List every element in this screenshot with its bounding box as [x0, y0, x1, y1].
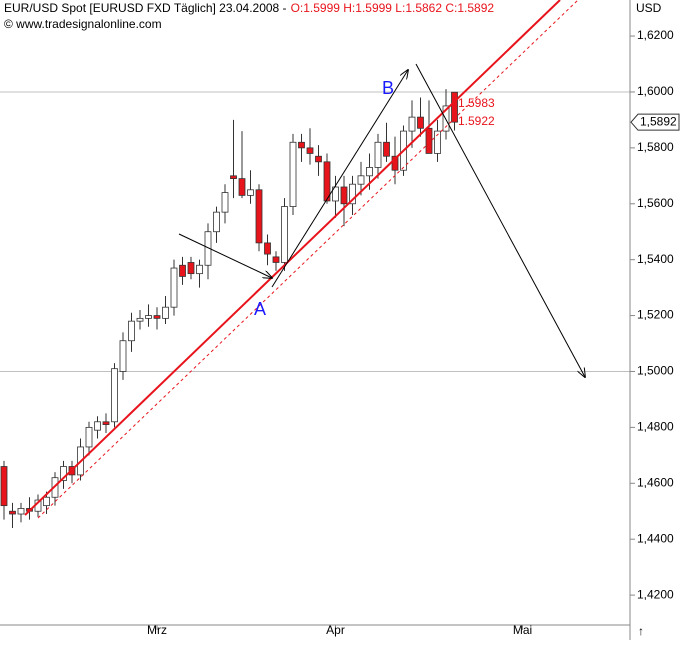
candle-body: [391, 155, 399, 171]
y-tick-label: 1,5200: [637, 308, 674, 322]
candle-body: [306, 147, 314, 154]
candle-body: [383, 141, 390, 157]
candle-body: [298, 141, 305, 149]
candle-body: [179, 264, 186, 277]
price-tag-label: 1,5892: [640, 114, 677, 128]
candle-body: [357, 175, 365, 185]
y-tick-label: 1,4800: [637, 420, 674, 434]
candle-body: [153, 315, 161, 319]
annotation: 1.5922: [458, 114, 495, 128]
candle-body: [434, 130, 441, 154]
price-tag: [630, 113, 680, 131]
candle-body: [94, 421, 101, 431]
candle-body: [366, 167, 373, 177]
y-tick-label: 1,6000: [637, 84, 674, 98]
arrow: [271, 70, 408, 288]
y-axis-label: USD: [636, 1, 662, 15]
arrow: [178, 233, 272, 278]
candle-body: [238, 178, 246, 196]
annotation: B: [382, 78, 394, 98]
candle-body: [332, 186, 339, 202]
candle-body: [128, 320, 135, 342]
y-tick-label: 1,5000: [637, 364, 674, 378]
y-tick-label: 1,4600: [637, 475, 674, 489]
annotation: 1.5983: [458, 96, 495, 110]
candle-body: [272, 256, 280, 263]
annotation: A: [254, 299, 266, 319]
candle-body: [60, 466, 67, 481]
ohlc-label: O:1.5999 H:1.5999 L:1.5862 C:1.5892: [291, 1, 495, 15]
candle-body: [119, 340, 127, 372]
candle-body: [255, 189, 263, 244]
candle-body: [230, 175, 237, 180]
chart-title: EUR/USD Spot [EURUSD FXD Täglich] 23.04.…: [4, 1, 287, 15]
subtitle: © www.tradesignalonline.com: [4, 17, 162, 31]
candle-body: [43, 496, 50, 507]
candle-body: [408, 116, 416, 132]
candle-body: [281, 206, 288, 263]
candle-body: [102, 421, 110, 425]
candle-body: [162, 306, 169, 319]
candle-body: [9, 510, 16, 515]
y-tick-label: 1,4200: [637, 587, 674, 601]
x-tick-label: Mrz: [147, 623, 167, 637]
y-tick-label: 1,4400: [637, 531, 674, 545]
candle-body: [417, 116, 424, 129]
candle-body: [170, 267, 178, 308]
y-tick-label: 1,5600: [637, 196, 674, 210]
candle-body: [85, 426, 93, 448]
x-tick-label: Mai: [513, 623, 532, 637]
candle-body: [264, 242, 271, 255]
candle-body: [323, 161, 331, 202]
candle-body: [213, 211, 220, 233]
candle-body: [17, 508, 25, 515]
channel-line: [37, 0, 579, 519]
candle-body: [374, 141, 382, 168]
candle-body: [0, 466, 8, 507]
plot-area: [0, 89, 630, 529]
candle-body: [204, 231, 212, 266]
arrow: [415, 63, 585, 377]
candle-body: [196, 264, 203, 275]
corner-symbol: ↑: [638, 624, 644, 638]
candle-body: [247, 189, 254, 196]
candle-body: [289, 141, 297, 207]
candle-body: [425, 127, 433, 154]
y-tick-label: 1,6200: [637, 28, 674, 42]
y-tick-label: 1,5400: [637, 252, 674, 266]
y-tick-label: 1,5800: [637, 140, 674, 154]
candle-body: [340, 186, 348, 205]
candle-body: [136, 317, 144, 322]
candle-body: [451, 91, 458, 123]
trend-line: [24, 0, 561, 516]
candle-body: [315, 155, 322, 163]
candle-body: [111, 368, 118, 423]
candle-body: [221, 192, 229, 213]
candle-body: [145, 315, 152, 319]
x-tick-label: Apr: [326, 623, 345, 637]
candle-body: [349, 183, 356, 205]
candle-body: [187, 262, 195, 275]
